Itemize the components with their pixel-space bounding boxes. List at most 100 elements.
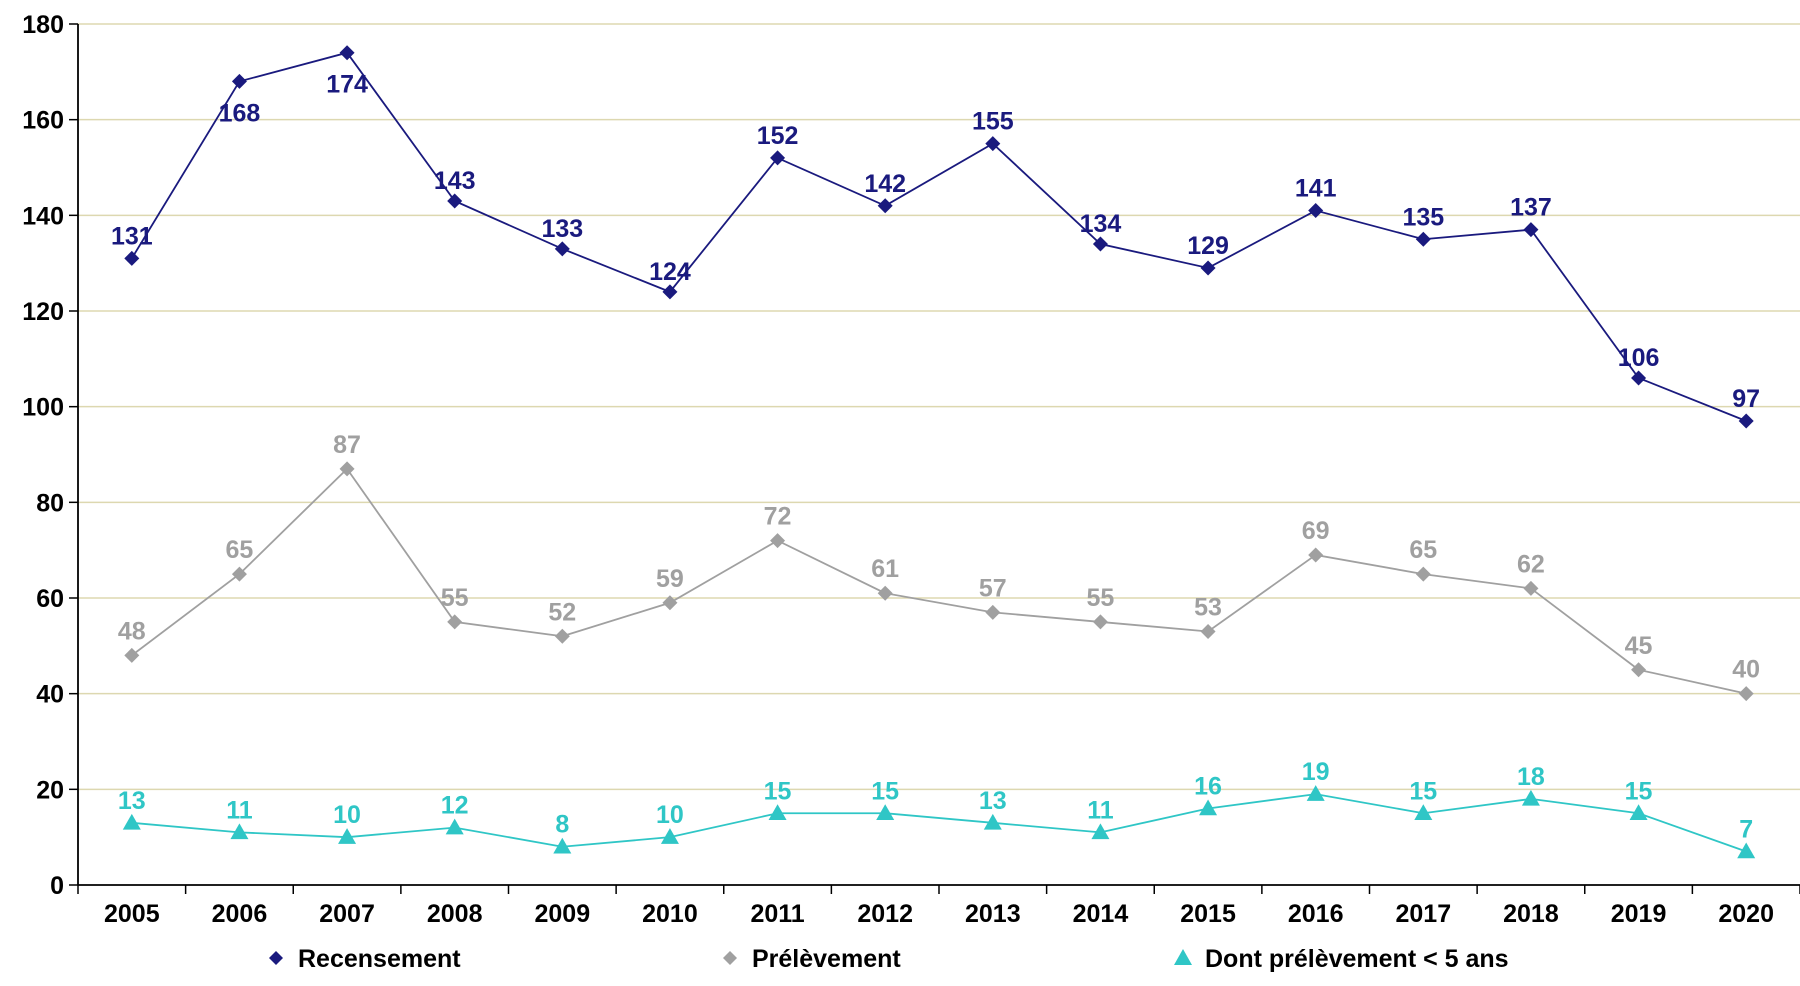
data-point-marker [339,45,355,61]
data-label: 18 [1517,763,1545,791]
data-point-marker [1092,236,1108,252]
data-label: 57 [979,574,1007,602]
data-label: 65 [226,536,254,564]
data-label: 15 [764,777,792,805]
data-point-marker [231,566,247,582]
data-label: 97 [1732,385,1760,413]
data-point-marker [877,585,893,601]
x-tick-label: 2010 [642,900,698,928]
data-label: 124 [649,258,691,286]
data-label: 61 [871,555,899,583]
y-tick-label: 120 [22,298,64,326]
data-point-marker [1091,823,1110,840]
data-point-marker [1308,203,1324,219]
x-tick-label: 2013 [965,900,1021,928]
data-point-marker [124,647,140,663]
data-point-marker [231,73,247,89]
x-tick-label: 2019 [1611,900,1667,928]
legend-item: Recensement [269,945,461,973]
data-point-marker [1738,686,1754,702]
data-point-marker [230,823,249,840]
series-pr-l-vement: 48 65 87 55 52 59 72 61 57 55 53 69 65 62 45 40 [118,431,1760,702]
data-point-marker [1308,547,1324,563]
data-label: 40 [1732,656,1760,684]
data-point-marker [1521,789,1540,806]
series-line [131,793,1747,853]
y-tick-label: 160 [22,107,64,135]
legend: Recensement Prélèvement Dont prélèvement <… [269,945,1509,973]
data-label: 62 [1517,550,1545,578]
x-tick-label: 2012 [857,900,913,928]
x-tick-label: 2015 [1180,900,1236,928]
y-tick-label: 40 [36,681,64,709]
data-label: 15 [871,777,899,805]
data-label: 19 [1302,758,1330,786]
data-label: 7 [1739,816,1753,844]
data-label: 10 [333,801,361,829]
y-tick-label: 180 [22,11,64,39]
data-label: 133 [541,215,583,243]
y-tick-label: 60 [36,585,64,613]
data-label: 11 [1087,796,1114,824]
data-point-marker [662,284,678,300]
data-label: 13 [979,787,1007,815]
data-label: 8 [555,811,569,839]
y-tick-label: 20 [36,776,64,804]
x-tick-label: 2009 [535,900,591,928]
data-point-marker [339,461,355,477]
x-tick-label: 2014 [1073,900,1129,928]
grid-lines [78,23,1800,791]
x-tick-label: 2006 [212,900,268,928]
series-dont-pr-l-vement-5-ans: 13 11 10 12 8 10 15 15 13 11 16 19 15 18 15 7 [118,758,1756,859]
data-point-marker [447,614,463,630]
data-label: 53 [1194,593,1222,621]
data-point-marker [554,628,570,644]
data-point-marker [1092,614,1108,630]
data-label: 142 [864,170,906,198]
data-label: 141 [1295,175,1337,203]
data-label: 59 [656,565,684,593]
legend-item: Prélèvement [723,945,901,973]
data-point-marker [122,813,141,830]
data-point-marker [1631,662,1647,678]
data-label: 152 [757,122,799,150]
data-label: 129 [1187,232,1229,260]
x-tick-label: 2007 [319,900,375,928]
x-tick-label: 2018 [1503,900,1559,928]
data-point-marker [876,804,895,820]
data-point-marker [1200,623,1216,639]
data-point-marker [1523,580,1539,596]
data-point-marker [660,828,679,844]
data-point-marker [662,595,678,611]
legend-label: Recensement [298,945,461,973]
data-point-marker [554,241,570,257]
data-label: 13 [118,787,146,815]
data-point-marker [445,818,464,835]
data-label: 135 [1402,203,1444,231]
data-point-marker [1737,842,1756,859]
data-point-marker [1415,231,1431,247]
y-tick-label: 100 [22,394,64,422]
series-line [131,467,1747,695]
data-label: 106 [1618,344,1660,372]
y-tick-label: 140 [22,202,64,230]
legend-item: Dont prélèvement < 5 ans [1174,945,1509,973]
x-tick-label: 2008 [427,900,483,928]
data-point-marker [1629,804,1648,820]
data-label: 45 [1625,632,1653,660]
data-label: 10 [656,801,684,829]
data-point-marker [1738,413,1754,429]
data-point-marker [770,150,786,166]
data-label: 131 [111,222,153,250]
legend-label: Prélèvement [752,945,901,973]
x-tick-label: 2020 [1718,900,1774,928]
x-tick-label: 2005 [104,900,160,928]
data-label: 168 [219,99,261,127]
data-label: 155 [972,108,1014,136]
data-point-marker [877,198,893,214]
data-point-marker [124,250,140,266]
data-point-marker [338,828,357,844]
data-label: 16 [1194,772,1222,800]
